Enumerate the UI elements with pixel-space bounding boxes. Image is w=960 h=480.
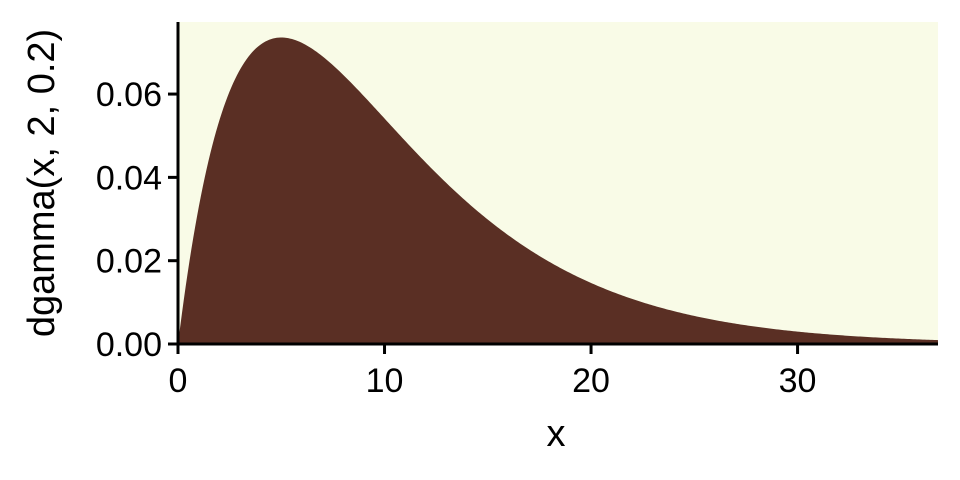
y-axis: 0.00 0.02 0.04 0.06	[96, 22, 180, 364]
y-axis-title: dgamma(x, 2, 0.2)	[21, 29, 63, 337]
y-ticks: 0.00 0.02 0.04 0.06	[96, 76, 178, 364]
y-tick-label: 0.04	[96, 159, 162, 197]
density-area	[178, 37, 938, 345]
x-tick-label: 20	[572, 362, 610, 400]
x-axis: 0 10 20 30	[169, 342, 938, 400]
x-axis-title: x	[547, 413, 566, 455]
x-tick-label: 10	[366, 362, 404, 400]
y-tick-label: 0.06	[96, 76, 162, 114]
x-tick-label: 30	[779, 362, 817, 400]
y-tick-label: 0.02	[96, 243, 162, 281]
x-ticks: 0 10 20 30	[169, 344, 817, 400]
x-tick-label: 0	[169, 362, 188, 400]
y-tick-label: 0.00	[96, 326, 162, 364]
